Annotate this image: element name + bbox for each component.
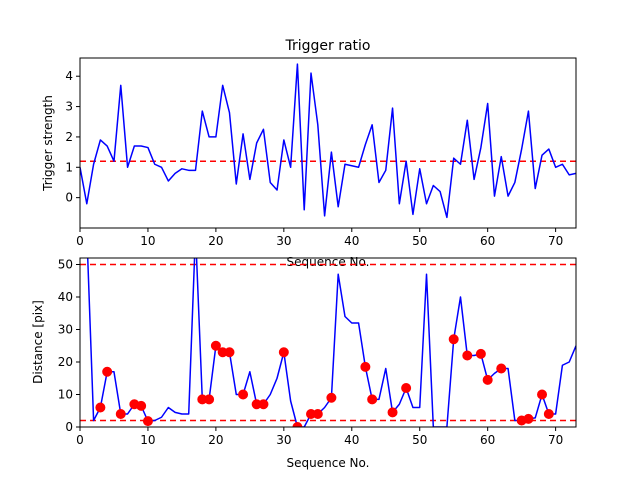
bot-x-tick-label: 50: [412, 433, 427, 447]
bot-marker-point: [360, 361, 371, 372]
bot-y-tick-label: 50: [58, 258, 73, 272]
bot-marker-point: [312, 409, 323, 419]
top-chart-title: Trigger ratio: [284, 38, 370, 54]
top-x-tick-label: 60: [480, 234, 495, 248]
top-series-group: [80, 63, 576, 219]
top-y-tick-label: 1: [65, 160, 73, 174]
bot-marker-point: [448, 334, 459, 345]
top-x-axis-label: Sequence No.: [287, 255, 370, 269]
bot-x-tick-label: 10: [140, 433, 155, 447]
top-x-tick-label: 20: [208, 234, 223, 248]
bot-marker-point: [224, 347, 235, 358]
bottom-axes-frame: [79, 257, 577, 428]
bot-y-tick-label: 20: [58, 355, 73, 369]
bot-x-tick-label: 30: [276, 433, 291, 447]
bot-marker-point: [95, 402, 106, 413]
bot-marker-point: [210, 340, 221, 351]
bot-y-tick-label: 40: [58, 290, 73, 304]
top-x-tick-label: 70: [548, 234, 563, 248]
top-y-axis-label: Trigger strength: [41, 95, 55, 192]
bottom-clipped-content: [80, 258, 576, 427]
bot-marker-point: [496, 363, 507, 374]
bottom-markers-group: [95, 334, 554, 427]
bot-marker-point: [204, 394, 215, 405]
bot-marker-point: [462, 350, 473, 361]
bot-marker-point: [537, 389, 548, 400]
bot-series-line: [86, 258, 576, 427]
bot-y-tick-label: 30: [58, 323, 73, 337]
top-x-tick-label: 10: [140, 234, 155, 248]
bot-marker-point: [543, 409, 554, 419]
bot-y-tick-label: 10: [58, 388, 73, 402]
top-y-tick-label: 4: [65, 69, 73, 83]
bottom-threshold-lines: [80, 263, 576, 422]
top-axes-frame: [79, 57, 577, 229]
distance-plot: Distance [pix] Sequence No. 0 10 20 30 40 50 6…: [31, 257, 577, 470]
bottom-series-group: [86, 258, 576, 427]
bottom-x-axis-label: Sequence No.: [287, 456, 370, 470]
bot-marker-point: [523, 413, 534, 424]
bot-marker-point: [278, 347, 289, 358]
bot-marker-point: [115, 409, 126, 419]
bot-x-tick-label: 60: [480, 433, 495, 447]
top-axes-ticks: 0 10 20 30 40 50 60 70 0 1 2 3 4: [65, 69, 563, 248]
bot-marker-point: [102, 366, 113, 377]
bot-x-tick-label: 20: [208, 433, 223, 447]
bot-marker-point: [475, 348, 486, 359]
top-x-tick-label: 50: [412, 234, 427, 248]
bot-marker-point: [238, 389, 249, 400]
bot-x-tick-label: 40: [344, 433, 359, 447]
bot-x-tick-label: 0: [76, 433, 84, 447]
top-x-tick-label: 0: [76, 234, 84, 248]
bot-marker-point: [367, 394, 378, 405]
top-y-tick-label: 3: [65, 100, 73, 114]
top-x-tick-label: 40: [344, 234, 359, 248]
bot-marker-point: [387, 407, 398, 418]
bot-marker-point: [258, 399, 269, 410]
top-y-tick-label: 0: [65, 191, 73, 205]
bot-marker-point: [142, 416, 153, 427]
bottom-y-axis-label: Distance [pix]: [31, 300, 45, 384]
top-series-line: [80, 63, 576, 219]
top-x-tick-label: 30: [276, 234, 291, 248]
bottom-axes-ticks: 0 10 20 30 40 50 60 70 0 10 20 30 40 50: [58, 258, 564, 448]
bot-y-tick-label: 0: [65, 420, 73, 434]
bot-marker-point: [292, 422, 303, 427]
bot-marker-point: [482, 374, 493, 385]
bot-x-tick-label: 70: [548, 433, 563, 447]
bot-marker-point: [136, 400, 147, 411]
bot-marker-point: [326, 392, 337, 403]
bot-marker-point: [401, 383, 412, 393]
trigger-ratio-plot: Trigger ratio Trigger strength Sequence …: [41, 38, 577, 269]
top-y-tick-label: 2: [65, 130, 73, 144]
